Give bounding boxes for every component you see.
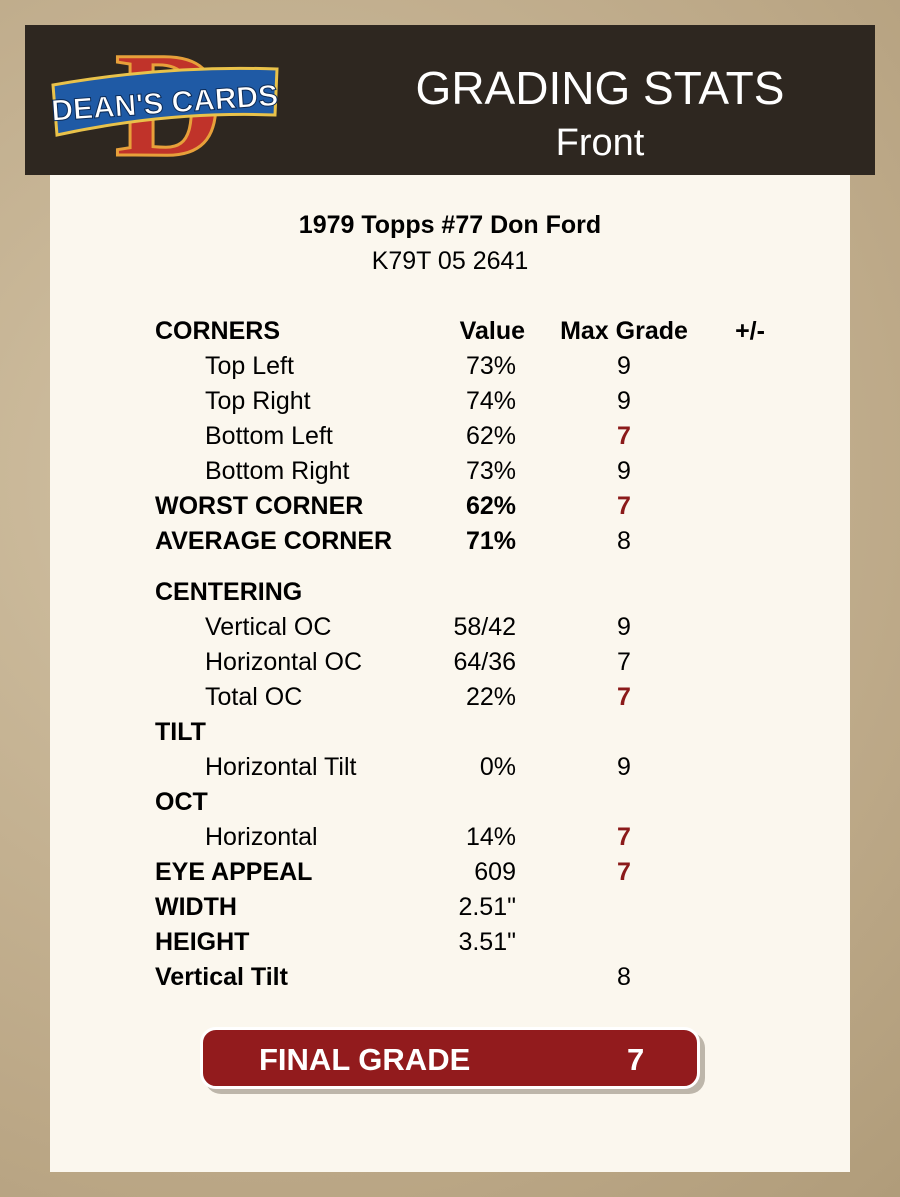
row-max-grade: 7 xyxy=(617,858,631,886)
row-max-grade: 9 xyxy=(617,613,631,641)
row-label: WORST CORNER xyxy=(155,492,364,520)
final-value: 7 xyxy=(627,1042,645,1077)
row-label: WIDTH xyxy=(155,893,237,921)
row-label: EYE APPEAL xyxy=(155,858,313,886)
row-label: AVERAGE CORNER xyxy=(155,527,393,555)
row-max-grade: 9 xyxy=(617,753,631,781)
row-max-grade: 8 xyxy=(617,527,631,555)
row-value: 73% xyxy=(465,352,516,380)
row-label: Total OC xyxy=(205,683,303,711)
row-value: 73% xyxy=(465,457,516,485)
row-label: HEIGHT xyxy=(155,928,250,956)
row-max-grade: 9 xyxy=(617,352,631,380)
row-value: 609 xyxy=(474,858,516,886)
row-label: Bottom Left xyxy=(205,422,333,450)
row-label: OCT xyxy=(155,788,208,816)
card-id: K79T 05 2641 xyxy=(371,247,529,275)
row-label: Top Left xyxy=(205,352,294,380)
row-label: Bottom Right xyxy=(205,457,350,485)
row-max-grade: 7 xyxy=(617,683,631,711)
subtitle: Front xyxy=(555,122,645,164)
row-label: Horizontal xyxy=(205,823,318,851)
row-label: Horizontal OC xyxy=(205,648,362,676)
row-max-grade: 9 xyxy=(617,457,631,485)
column-header: Value xyxy=(459,317,525,345)
row-label: Top Right xyxy=(205,387,311,415)
row-max-grade: 8 xyxy=(617,963,631,991)
row-value: 58/42 xyxy=(453,613,516,641)
row-value: 2.51" xyxy=(458,893,516,921)
row-value: 14% xyxy=(465,823,516,851)
header: D DEAN'S CARDS GRADING STATS Front xyxy=(25,25,875,175)
row-value: 74% xyxy=(465,387,516,415)
row-max-grade: 7 xyxy=(617,823,631,851)
column-header: +/- xyxy=(735,317,765,345)
row-label: CENTERING xyxy=(155,578,303,606)
row-label: TILT xyxy=(155,718,206,746)
row-max-grade: 7 xyxy=(617,492,631,520)
row-value: 64/36 xyxy=(453,648,516,676)
sheet xyxy=(50,175,850,1172)
row-max-grade: 7 xyxy=(617,422,631,450)
column-header: CORNERS xyxy=(155,317,281,345)
row-label: Vertical OC xyxy=(205,613,332,641)
row-value: 62% xyxy=(465,492,516,520)
logo: D DEAN'S CARDS xyxy=(50,37,280,165)
row-value: 71% xyxy=(465,527,516,555)
row-label: Vertical Tilt xyxy=(155,963,288,991)
row-label: Horizontal Tilt xyxy=(205,753,357,781)
row-value: 0% xyxy=(479,753,516,781)
stats-table: CORNERS Value Max Grade +/- Top Left 73% 9 Top … xyxy=(155,317,765,991)
title: GRADING STATS xyxy=(415,62,785,114)
card-name: 1979 Topps #77 Don Ford xyxy=(298,211,602,239)
final-grade: FINAL GRADE 7 xyxy=(200,1027,700,1089)
column-header: Max Grade xyxy=(560,317,688,345)
final-label: FINAL GRADE xyxy=(259,1042,471,1077)
row-value: 62% xyxy=(465,422,516,450)
row-max-grade: 9 xyxy=(617,387,631,415)
logo-banner xyxy=(51,66,279,137)
row-value: 22% xyxy=(465,683,516,711)
row-max-grade: 7 xyxy=(617,648,631,676)
row-value: 3.51" xyxy=(458,928,516,956)
